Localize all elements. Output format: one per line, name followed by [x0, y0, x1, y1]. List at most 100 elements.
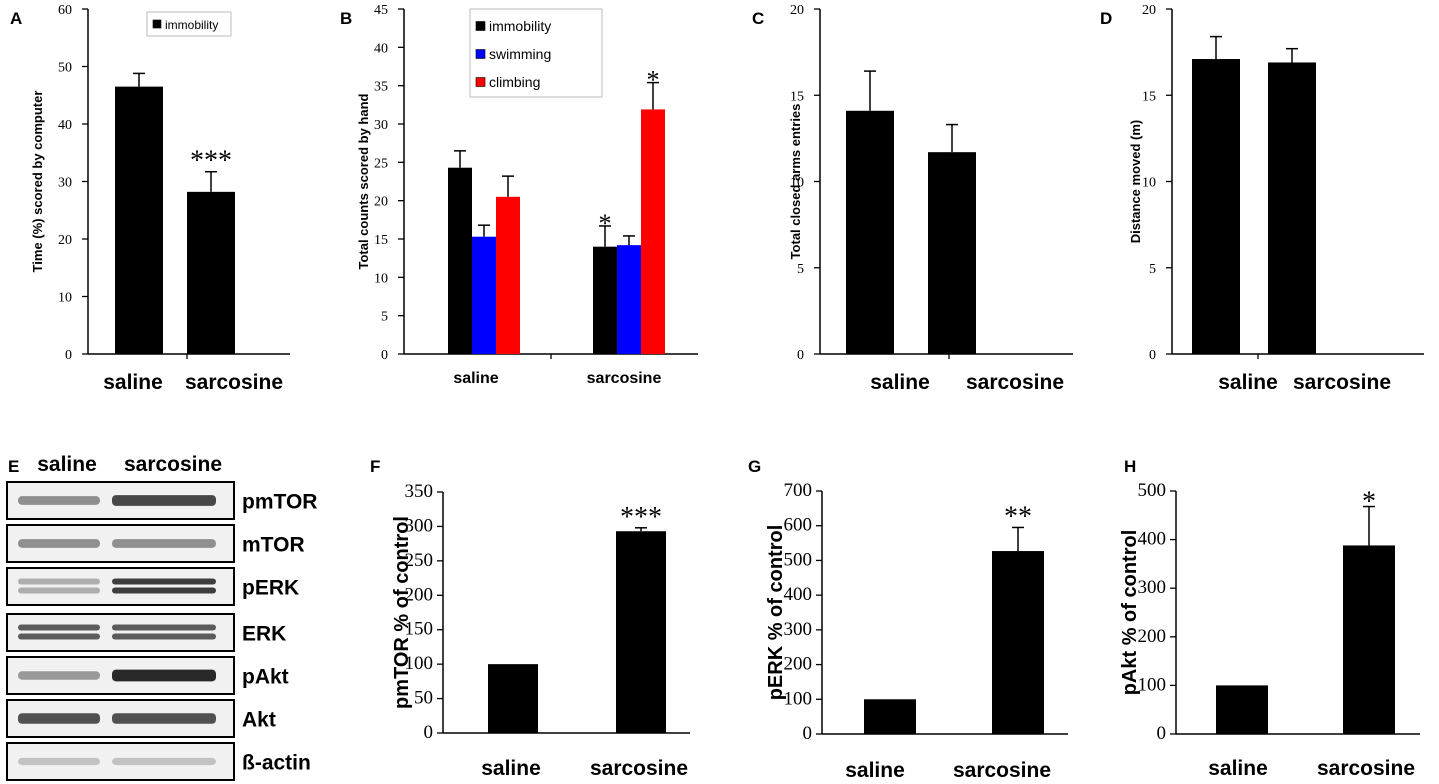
- legend-swatch-b-climbing: [475, 77, 486, 87]
- y-tick-label-f: 250: [405, 550, 434, 571]
- y-tick-label-d: 10: [1142, 176, 1156, 191]
- y-tick-label-g: 700: [784, 480, 813, 501]
- y-axis-label-f: pmTOR % of control: [391, 516, 413, 709]
- bar-f-sarcosine-pmTOR: [616, 531, 666, 733]
- y-tick-label-a: 50: [58, 61, 72, 76]
- panel-label-g: G: [748, 457, 761, 476]
- legend-swatch-b-swimming: [475, 49, 486, 59]
- bar-g-saline-pERK: [864, 699, 916, 734]
- y-tick-label-d: 0: [1149, 348, 1156, 363]
- y-tick-label-b: 30: [374, 118, 388, 133]
- y-tick-label-g: 500: [784, 549, 813, 570]
- legend-label-b-immobility: immobility: [489, 18, 551, 34]
- blot-row-perk: [6, 567, 235, 606]
- blot-label-pmtor: pmTOR: [242, 491, 317, 514]
- y-tick-label-f: 0: [424, 722, 434, 743]
- panel-label-b: B: [340, 9, 352, 28]
- bar-a-saline-immobility: [115, 86, 163, 354]
- band-mtor-sarcosine: [112, 539, 216, 548]
- significance-marker-b: *: [647, 66, 660, 95]
- y-tick-label-g: 0: [803, 723, 813, 744]
- bar-a-sarcosine-immobility: [187, 191, 235, 354]
- significance-marker-g: **: [1004, 501, 1032, 532]
- y-tick-label-g: 300: [784, 619, 813, 640]
- y-tick-label-d: 5: [1149, 262, 1156, 277]
- y-tick-label-a: 10: [58, 291, 72, 306]
- y-tick-label-b: 20: [374, 195, 388, 210]
- y-tick-label-g: 100: [784, 688, 813, 709]
- band-akt-sarcosine: [112, 713, 216, 724]
- y-tick-label-a: 30: [58, 176, 72, 191]
- y-tick-label-a: 60: [58, 3, 72, 18]
- y-tick-label-c: 0: [797, 348, 804, 363]
- band-erk-saline-lower: [18, 633, 100, 640]
- category-label-a-sarcosine: sarcosine: [185, 371, 283, 394]
- bar-b-sarcosine-climbing: [641, 109, 665, 354]
- y-tick-label-f: 200: [405, 584, 434, 605]
- y-tick-label-d: 20: [1142, 3, 1156, 18]
- bar-c-sarcosine-closed-arms-entries: [928, 152, 976, 354]
- bar-c-saline-closed-arms-entries: [846, 110, 894, 355]
- band-ß-actin-saline: [18, 757, 100, 766]
- bar-b-sarcosine-swimming: [617, 245, 641, 354]
- category-label-f-sarcosine: sarcosine: [590, 757, 688, 780]
- bar-d-sarcosine-distance-moved: [1268, 62, 1316, 354]
- band-perk-saline-lower: [18, 587, 100, 594]
- y-tick-label-b: 25: [374, 156, 388, 171]
- blot-label-perk: pERK: [242, 577, 299, 600]
- panel-label-c: C: [752, 9, 764, 28]
- band-pmtor-sarcosine: [112, 495, 216, 506]
- blot-label-erk: ERK: [242, 623, 286, 646]
- y-axis-label-d: Distance moved (m): [1128, 120, 1143, 244]
- y-tick-label-f: 100: [405, 653, 434, 674]
- bar-b-saline-climbing: [496, 196, 520, 354]
- panel-label-d: D: [1100, 9, 1112, 28]
- category-label-f-saline: saline: [481, 757, 541, 780]
- blot-row-erk: [6, 613, 235, 652]
- y-tick-label-b: 45: [374, 3, 388, 18]
- category-label-b-saline: saline: [453, 370, 498, 387]
- bar-h-saline-pAkt: [1216, 685, 1268, 734]
- legend-label-b-swimming: swimming: [489, 46, 551, 62]
- y-tick-label-b: 40: [374, 41, 388, 56]
- y-tick-label-b: 5: [381, 310, 388, 325]
- bar-b-saline-swimming: [472, 236, 496, 354]
- panel-label-f: F: [370, 457, 380, 476]
- y-axis-label-a: Time (%) scored by computer: [30, 91, 45, 273]
- y-tick-label-d: 15: [1142, 89, 1156, 104]
- significance-marker-a: ***: [190, 146, 232, 177]
- legend-swatch-a-immobility: [152, 19, 162, 29]
- band-erk-saline-upper: [18, 624, 100, 631]
- band-ß-actin-sarcosine: [112, 757, 216, 766]
- band-pakt-saline: [18, 671, 100, 680]
- category-label-h-sarcosine: sarcosine: [1317, 757, 1415, 780]
- y-tick-label-g: 200: [784, 654, 813, 675]
- legend-label-a-immobility: immobility: [165, 18, 218, 32]
- y-tick-label-g: 600: [784, 515, 813, 536]
- y-axis-label-g: pERK % of control: [765, 525, 787, 701]
- y-tick-label-h: 0: [1157, 723, 1167, 744]
- category-label-c-saline: saline: [870, 371, 930, 394]
- y-tick-label-a: 20: [58, 233, 72, 248]
- panel-label-e: E: [8, 457, 19, 476]
- band-perk-sarcosine-upper: [112, 578, 216, 585]
- y-axis-label-c: Total closed arms entries: [788, 104, 803, 260]
- bar-g-sarcosine-pERK: [992, 551, 1044, 734]
- blot-label-akt: Akt: [242, 709, 276, 732]
- lane-label-saline: saline: [37, 453, 97, 476]
- y-tick-label-c: 15: [790, 89, 804, 104]
- category-label-b-sarcosine: sarcosine: [587, 370, 662, 387]
- blot-label-ß-actin: ß-actin: [242, 752, 311, 775]
- category-label-g-sarcosine: sarcosine: [953, 759, 1051, 782]
- y-tick-label-g: 400: [784, 584, 813, 605]
- legend-label-b-climbing: climbing: [489, 74, 540, 90]
- y-tick-label-b: 0: [381, 348, 388, 363]
- y-tick-label-b: 10: [374, 271, 388, 286]
- bar-b-sarcosine-immobility: [593, 246, 617, 354]
- y-axis-label-b: Total counts scored by hand: [356, 93, 371, 269]
- bar-d-saline-distance-moved: [1192, 59, 1240, 355]
- significance-marker-f: ***: [620, 502, 662, 533]
- band-perk-sarcosine-lower: [112, 587, 216, 594]
- blot-label-pakt: pAkt: [242, 666, 289, 689]
- y-tick-label-f: 350: [405, 481, 434, 502]
